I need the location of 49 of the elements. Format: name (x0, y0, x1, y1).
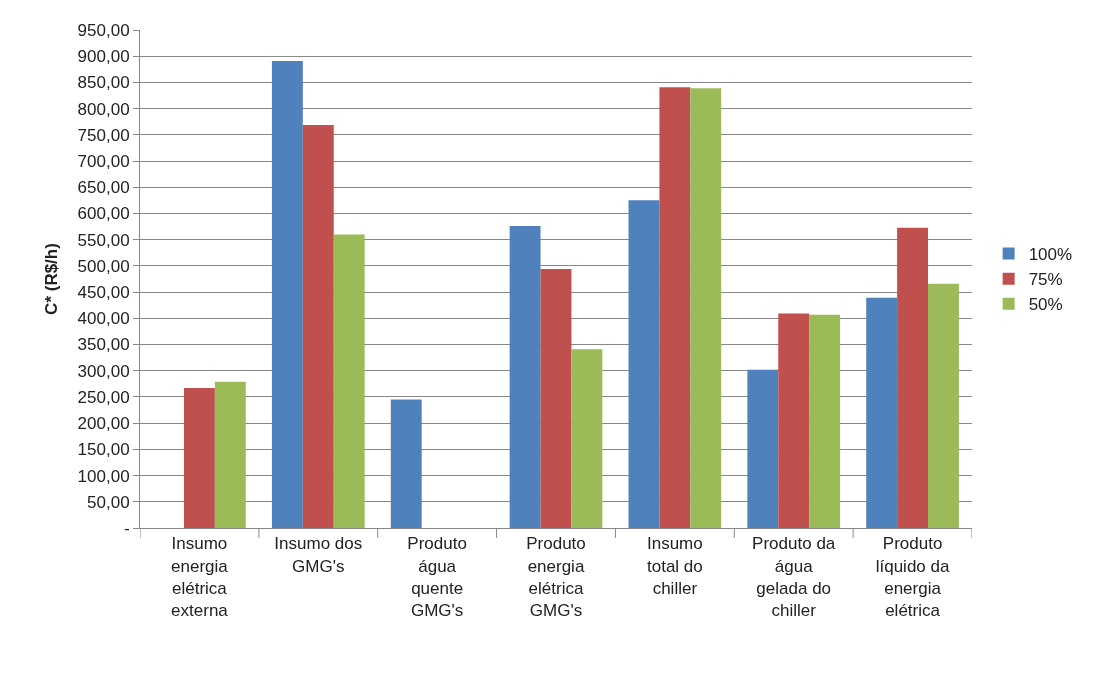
y-tick-label: 450,00 (77, 283, 130, 303)
x-tick-label: Produto da água gelada do chiller (752, 534, 836, 620)
bar (690, 88, 722, 528)
y-tick-label: 550,00 (77, 230, 130, 250)
x-tick-label: Insumo dos GMG's (274, 534, 363, 576)
y-tick-label: 850,00 (77, 73, 130, 93)
y-tick-label: 50,00 (87, 492, 130, 512)
x-tick-label: Produto líquido da energia elétrica (875, 534, 950, 620)
y-tick-label: 300,00 (77, 361, 130, 381)
y-tick-label: 800,00 (77, 99, 130, 119)
x-tick-label: Produto energia elétrica GMG's (526, 534, 586, 620)
y-tick-label: 500,00 (77, 256, 130, 276)
bar (214, 381, 246, 528)
y-tick-label: 250,00 (77, 387, 130, 407)
x-tick-label: Insumo energia elétrica externa (171, 534, 229, 620)
x-tick-label: Produto água quente GMG's (407, 534, 467, 620)
bar (809, 314, 841, 528)
bar (183, 388, 215, 528)
bar (540, 269, 572, 528)
bar (571, 349, 603, 528)
y-tick-label: 200,00 (77, 414, 130, 434)
y-axis-title: C* (R$/h) (42, 243, 62, 315)
bar (628, 200, 660, 528)
x-tick-label: Insumo total do chiller (646, 534, 703, 598)
y-tick-label: - (123, 518, 130, 538)
bar (333, 234, 365, 528)
bar (271, 60, 303, 528)
bar (509, 226, 541, 528)
bar (866, 297, 898, 528)
y-tick-label: 400,00 (77, 309, 130, 329)
y-tick-label: 150,00 (77, 440, 130, 460)
legend-label: 50% (1028, 295, 1063, 315)
bar (302, 124, 334, 528)
y-tick-label: 350,00 (77, 335, 130, 355)
y-tick-label: 700,00 (77, 152, 130, 171)
bar (390, 399, 422, 528)
bar (778, 313, 810, 528)
legend-label: 100% (1028, 245, 1073, 265)
bar (897, 227, 929, 528)
bar (747, 369, 779, 528)
y-tick-label: 650,00 (77, 178, 130, 198)
bar (659, 87, 691, 528)
y-tick-label: 100,00 (77, 466, 130, 486)
legend-label: 75% (1028, 270, 1063, 290)
y-tick-label: 600,00 (77, 204, 130, 224)
y-tick-label: 950,00 (77, 20, 130, 40)
y-tick-label: 750,00 (77, 125, 130, 145)
bar (928, 283, 959, 528)
y-tick-label: 900,00 (77, 47, 130, 67)
